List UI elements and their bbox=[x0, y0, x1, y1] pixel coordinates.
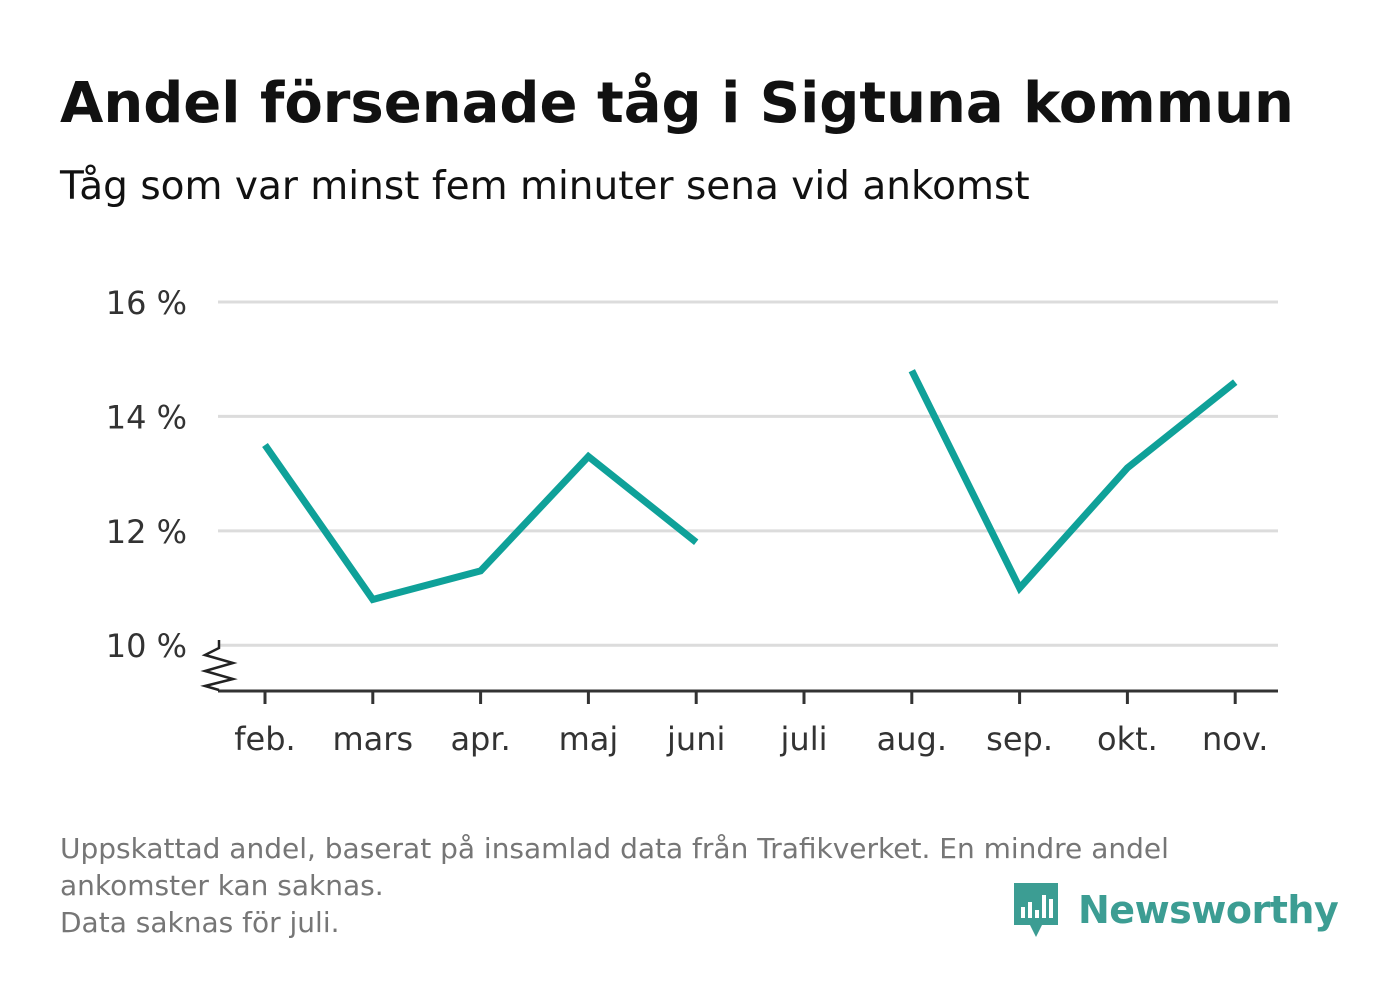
chart-subtitle: Tåg som var minst fem minuter sena vid a… bbox=[60, 164, 1030, 209]
x-tick-label: aug. bbox=[877, 720, 947, 758]
y-tick-label: 14 % bbox=[106, 398, 187, 436]
chart-title: Andel försenade tåg i Sigtuna kommun bbox=[60, 71, 1294, 136]
x-tick-label: nov. bbox=[1202, 720, 1268, 758]
y-tick-label: 16 % bbox=[106, 284, 187, 322]
x-axis-ticks: feb. mars apr. maj juni juli aug. sep. okt. nov. bbox=[234, 691, 1268, 758]
gridlines bbox=[218, 300, 1278, 647]
footnote-line: ankomster kan saknas. bbox=[60, 869, 384, 902]
series-line-segment bbox=[262, 443, 699, 604]
x-tick-label: okt. bbox=[1097, 720, 1158, 758]
brand-name: Newsworthy bbox=[1078, 888, 1339, 932]
x-tick-label: sep. bbox=[986, 720, 1053, 758]
brand-logo: Newsworthy bbox=[1012, 880, 1339, 940]
series-lines bbox=[262, 369, 1238, 604]
footnote-line: Data saknas för juli. bbox=[60, 906, 340, 939]
x-tick-label: juli bbox=[780, 720, 828, 758]
x-tick-label: juni bbox=[666, 720, 725, 758]
x-tick-label: mars bbox=[332, 720, 413, 758]
x-axis bbox=[200, 640, 1278, 693]
x-tick-label: maj bbox=[559, 720, 619, 758]
x-tick-label: feb. bbox=[234, 720, 295, 758]
y-tick-label: 12 % bbox=[106, 513, 187, 551]
series-line-segment bbox=[908, 369, 1238, 595]
line-chart: 10 % 12 % 14 % 16 % feb. mars apr. maj juni juli… bbox=[106, 284, 1278, 758]
newsworthy-logo-icon bbox=[1014, 883, 1058, 937]
axis-break-icon bbox=[200, 640, 238, 692]
footnote: Uppskattad andel, baserat på insamlad da… bbox=[60, 830, 1310, 941]
x-tick-label: apr. bbox=[450, 720, 510, 758]
footnote-line: Uppskattad andel, baserat på insamlad da… bbox=[60, 832, 1169, 865]
y-axis-ticks: 10 % 12 % 14 % 16 % bbox=[106, 284, 187, 665]
y-tick-label: 10 % bbox=[106, 627, 187, 665]
